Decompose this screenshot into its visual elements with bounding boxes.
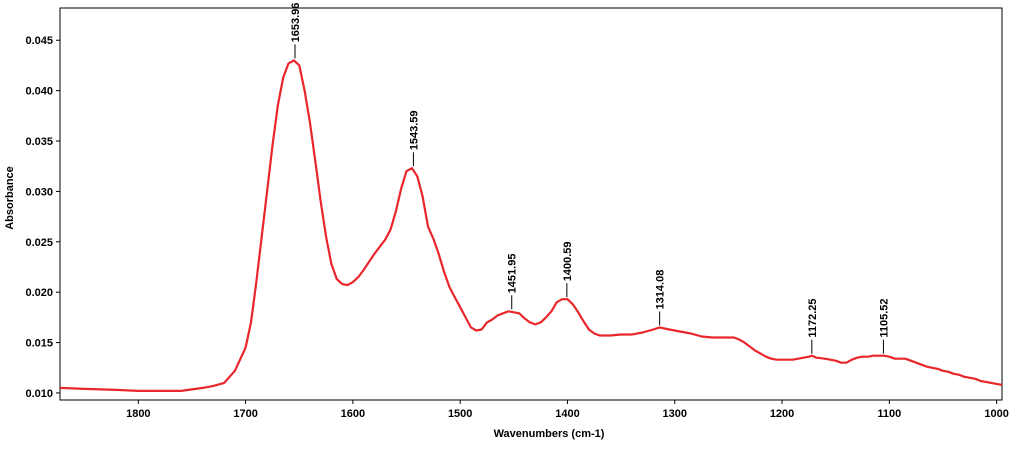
- peak-label: 1400.59: [562, 241, 574, 281]
- peak-label: 1105.52: [878, 299, 890, 338]
- peak-label: 1543.59: [408, 110, 420, 150]
- x-tick-label: 1500: [448, 408, 472, 420]
- y-tick-label: 0.020: [25, 287, 53, 299]
- peak-label: 1653.96: [290, 3, 302, 43]
- x-tick-label: 1000: [984, 408, 1008, 420]
- y-tick-label: 0.025: [25, 237, 53, 249]
- x-axis-ticks: 1800 1700 1600 1500 1400 1300 1200 1100 1000: [126, 400, 1009, 420]
- y-tick-label: 0.035: [25, 136, 53, 148]
- peak-label: 1451.95: [507, 254, 519, 294]
- x-tick-label: 1100: [877, 408, 901, 420]
- y-axis-title: Absorbance: [4, 166, 16, 230]
- y-tick-label: 0.040: [25, 86, 53, 98]
- y-tick-label: 0.030: [25, 186, 53, 198]
- x-tick-label: 1600: [341, 408, 365, 420]
- x-tick-label: 1400: [555, 408, 579, 420]
- spectrum-line: [59, 59, 1003, 392]
- y-tick-label: 0.010: [25, 388, 53, 400]
- x-axis-title: Wavenumbers (cm-1): [494, 428, 605, 440]
- peak-label: 1314.08: [655, 270, 667, 310]
- x-tick-label: 1200: [770, 408, 794, 420]
- y-tick-label: 0.045: [25, 35, 53, 47]
- x-tick-label: 1300: [663, 408, 687, 420]
- peak-annotations: 1653.96 1543.59 1451.95 1400.59 1314.08 1172.…: [290, 3, 890, 354]
- y-tick-label: 0.015: [25, 338, 53, 350]
- x-tick-label: 1700: [233, 408, 257, 420]
- peak-label: 1172.25: [807, 299, 819, 338]
- y-axis-ticks: 0.010 0.015 0.020 0.025 0.030 0.035 0.040 0.045: [25, 35, 60, 400]
- x-tick-label: 1800: [126, 408, 150, 420]
- plot-frame: [59, 7, 1003, 401]
